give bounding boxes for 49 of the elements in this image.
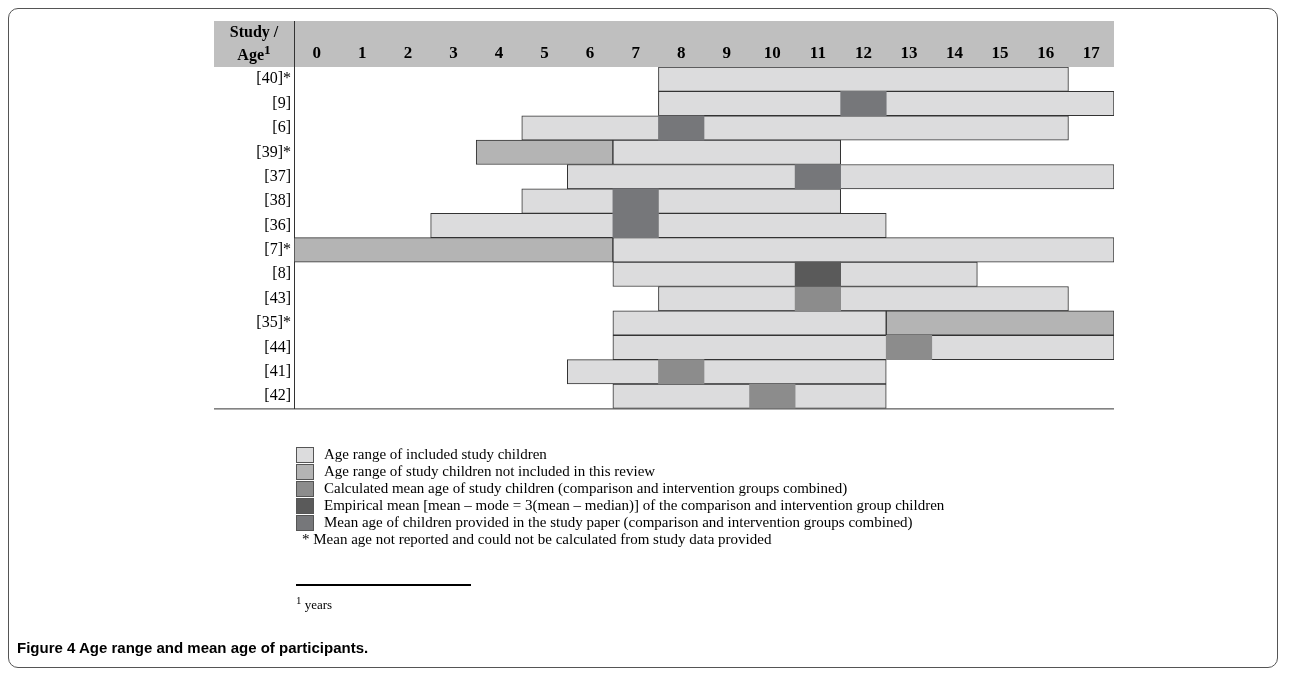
x-tick-label: 11 [809,43,826,63]
legend-label: Calculated mean age of study children (comparison and intervention groups combined) [324,480,848,497]
y-tick-label: [36] [264,215,291,233]
x-axis-title: Study / Age$^{1}$ [228,23,280,65]
y-tick-label: [9] [272,93,291,111]
bar [794,261,841,287]
legend-label: Age range of included study children [324,446,547,463]
y-tick-label: [35]* [256,313,291,331]
bar [749,383,796,409]
x-tick-label: 10 [763,43,781,63]
x-tick-label: 4 [494,43,504,63]
y-tick-label: [37] [264,166,291,184]
x-tick-label: 14 [946,43,964,63]
y-tick-label: [41] [264,362,291,380]
legend-label: Empirical mean [mean – mode = 3(mean – median)] of the comparison and intervention group children [324,497,945,514]
x-tick-label: 2 [403,43,413,63]
x-tick-label: 16 [1037,43,1055,63]
x-tick-label: 9 [722,43,732,63]
y-tick-label: [42] [264,386,291,404]
x-tick-label: 7 [631,43,641,63]
y-tick-label: [43] [264,288,291,306]
x-tick-label: 8 [676,43,686,63]
x-tick-label: 0 [312,43,322,63]
x-tick-label: 5 [540,43,549,63]
y-tick-label: [8] [272,264,291,282]
legend-label: Mean age of children provided in the study paper (comparison and intervention groups combined) [324,514,913,531]
x-tick-label: 6 [585,43,595,63]
y-tick-label: [40]* [256,69,291,87]
y-tick-label: [38] [264,191,291,209]
bar [840,91,887,117]
y-tick-label: [7]* [264,240,291,258]
x-tick-label: 3 [449,43,458,63]
legend-label: Age range of study children not included in this review [324,463,656,480]
x-tick-label: 15 [991,43,1009,63]
x-tick-label: 13 [900,43,918,63]
text: $^{1}$ years [296,584,471,614]
y-tick-label: [39]* [256,142,291,160]
y-tick-label: [6] [272,118,291,136]
x-tick-label: 12 [854,43,872,63]
bar [658,115,705,141]
text: * Mean age not reported and could not be calculated from study data provided [301,531,773,548]
bar [658,359,705,385]
bar [794,164,841,190]
bar [885,334,933,360]
text: Figure 4 Age range and mean age of participants. [17,639,369,656]
x-tick-label: 1 [358,43,367,63]
bar [794,286,841,312]
y-tick-label: [44] [264,337,291,355]
x-tick-label: 17 [1082,43,1101,63]
